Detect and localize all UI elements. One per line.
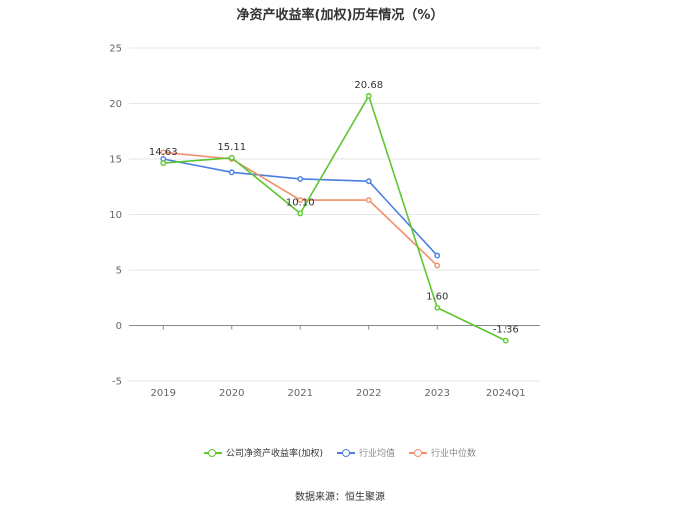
legend-swatch-icon xyxy=(409,447,428,459)
y-tick-label: 0 xyxy=(116,321,122,332)
axis-layer: -5 0 5 10 15 20 25 2019 2020 2021 2022 2023 2024Q1 xyxy=(109,44,540,399)
y-tick-label: 5 xyxy=(116,266,122,277)
x-tick-label: 2020 xyxy=(219,388,244,399)
legend-swatch-icon xyxy=(203,447,222,459)
series-line xyxy=(163,151,438,267)
grid-layer xyxy=(129,47,540,382)
legend-item[interactable]: 行业均值 xyxy=(337,446,395,459)
legend-label: 行业中位数 xyxy=(431,449,477,459)
x-tick-label: 2019 xyxy=(151,388,176,399)
data-label: 15.11 xyxy=(217,142,246,153)
series-layer xyxy=(160,93,509,344)
x-tick-label: 2024Q1 xyxy=(486,388,526,399)
data-label: 20.68 xyxy=(354,80,383,91)
y-tick-label: 10 xyxy=(109,210,122,221)
chart-title: 净资产收益率(加权)历年情况（%） xyxy=(236,8,444,23)
data-label: 14.63 xyxy=(149,147,178,158)
y-tick-label: 15 xyxy=(109,155,122,166)
y-tick-label: 20 xyxy=(109,99,122,110)
legend-label: 行业均值 xyxy=(359,449,396,459)
legend-swatch-icon xyxy=(337,447,355,459)
data-point xyxy=(434,262,441,269)
data-source: 数据来源：恒生聚源 xyxy=(295,492,385,503)
x-tick-label: 2023 xyxy=(425,388,450,399)
data-point xyxy=(160,160,167,167)
y-tick-label: -5 xyxy=(112,377,122,388)
series-line xyxy=(163,95,507,342)
legend-label: 公司净资产收益率(加权) xyxy=(225,449,323,459)
y-tick-label: 25 xyxy=(109,44,122,55)
data-point xyxy=(365,178,372,185)
data-point xyxy=(228,154,235,161)
data-point xyxy=(160,149,167,156)
data-label: -1.36 xyxy=(493,325,519,336)
legend-item[interactable]: 行业中位数 xyxy=(409,446,476,459)
data-point xyxy=(434,252,441,259)
x-tick-label: 2022 xyxy=(356,388,381,399)
data-point xyxy=(297,176,304,182)
legend-item[interactable]: 公司净资产收益率(加权) xyxy=(203,446,323,459)
data-point xyxy=(502,337,509,344)
data-point xyxy=(365,197,372,203)
data-label: 1.60 xyxy=(426,292,448,303)
data-point xyxy=(297,210,304,217)
data-label-layer: 14.63 15.11 10.10 20.68 1.60 -1.36 xyxy=(149,80,519,336)
data-point xyxy=(228,169,235,176)
data-point xyxy=(365,93,372,99)
x-tick-label: 2021 xyxy=(288,388,313,399)
data-point xyxy=(434,304,441,311)
legend: 公司净资产收益率(加权) 行业均值 行业中位数 xyxy=(0,446,680,459)
data-point xyxy=(297,197,304,203)
data-label: 10.10 xyxy=(286,197,315,208)
